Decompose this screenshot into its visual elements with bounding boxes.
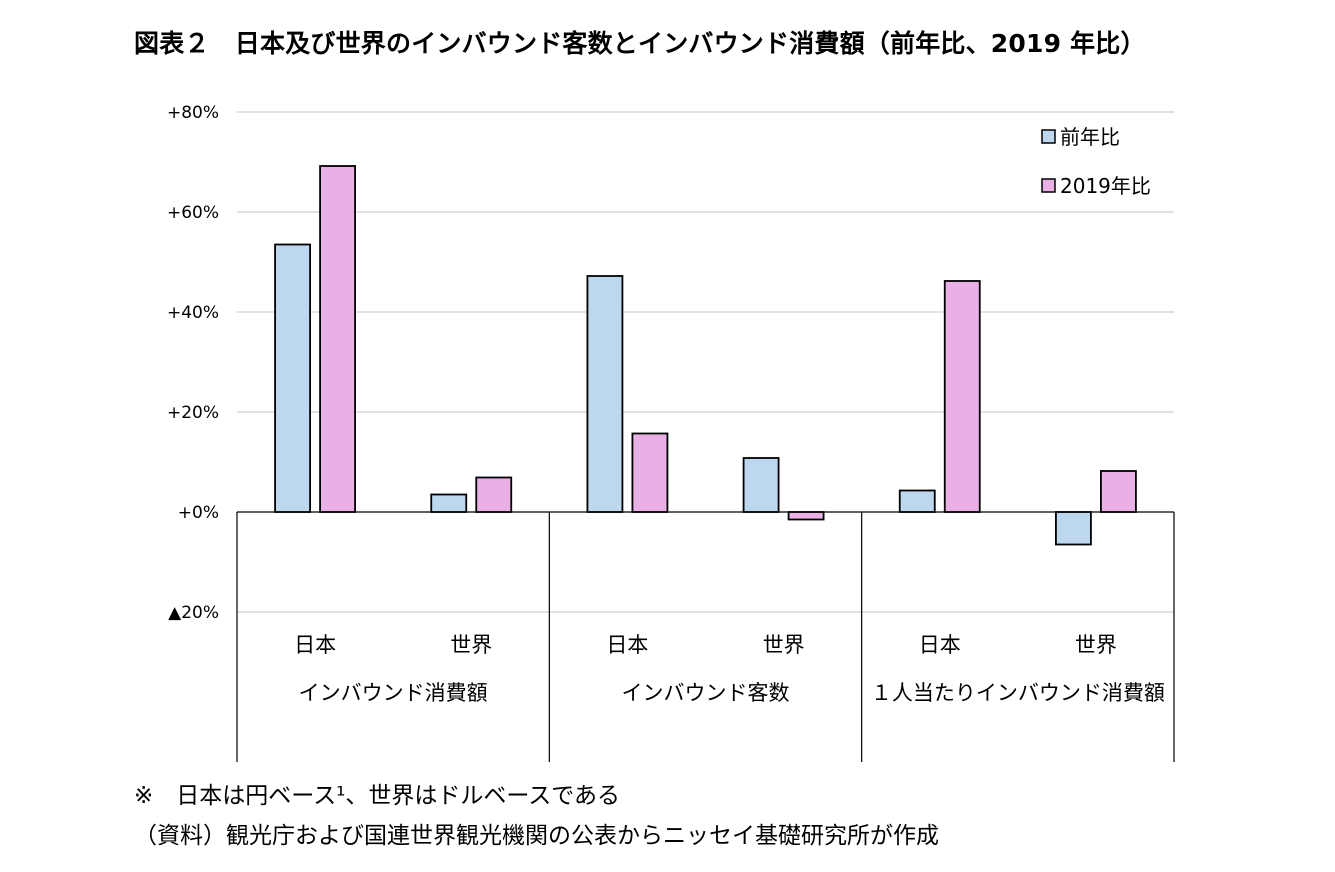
- category-label: 日本: [606, 633, 648, 657]
- bars: [274, 165, 1137, 546]
- y-tick-label: +0%: [178, 503, 219, 523]
- bar-yoy-4: [898, 489, 936, 513]
- axis-labels: +80% +60% +40% +20% +0% ▲20% 日本 世界 日本 世界 日本 世界インバウン…: [167, 103, 1165, 705]
- footnote-source: （資料）観光庁および国連世界観光機関の公表からニッセイ基礎研究所が作成: [134, 823, 939, 849]
- group-label: １人当たりインバウンド消費額: [871, 681, 1165, 705]
- category-label: 日本: [294, 633, 336, 657]
- legend-swatch: [1041, 129, 1056, 144]
- y-tick-label: +20%: [167, 403, 219, 423]
- y-tick-label: +60%: [167, 203, 219, 223]
- bar-2019-2: [631, 432, 669, 513]
- bar-2019-5: [1100, 470, 1137, 513]
- bar-yoy-5: [1055, 511, 1092, 546]
- axes: [236, 511, 1175, 762]
- legend-label: 2019年比: [1060, 174, 1151, 198]
- y-tick-label: ▲20%: [168, 603, 219, 623]
- bar-2019-3: [787, 511, 825, 521]
- chart-title: 図表２ 日本及び世界のインバウンド客数とインバウンド消費額（前年比、2019 年…: [134, 29, 1146, 58]
- bar-2019-0: [319, 165, 356, 513]
- legend: 前年比 2019年比: [1041, 125, 1151, 198]
- bar-yoy-3: [742, 457, 780, 513]
- bar-2019-1: [475, 476, 513, 513]
- bar-yoy-0: [274, 243, 311, 513]
- bar-yoy-1: [430, 493, 468, 513]
- category-label: 日本: [919, 633, 961, 657]
- bar-yoy-2: [586, 275, 624, 513]
- y-tick-label: +80%: [167, 103, 219, 123]
- group-label: インバウンド消費額: [299, 681, 488, 705]
- gridlines: [237, 111, 1174, 613]
- category-label: 世界: [1075, 633, 1117, 657]
- legend-label: 前年比: [1060, 125, 1120, 149]
- category-label: 世界: [763, 633, 805, 657]
- group-label: インバウンド客数: [622, 681, 790, 705]
- footnote-note: ※ 日本は円ベース¹、世界はドルベースである: [134, 783, 620, 809]
- bar-2019-4: [943, 280, 981, 513]
- legend-swatch: [1041, 178, 1056, 193]
- y-tick-label: +40%: [167, 303, 219, 323]
- category-label: 世界: [450, 633, 492, 657]
